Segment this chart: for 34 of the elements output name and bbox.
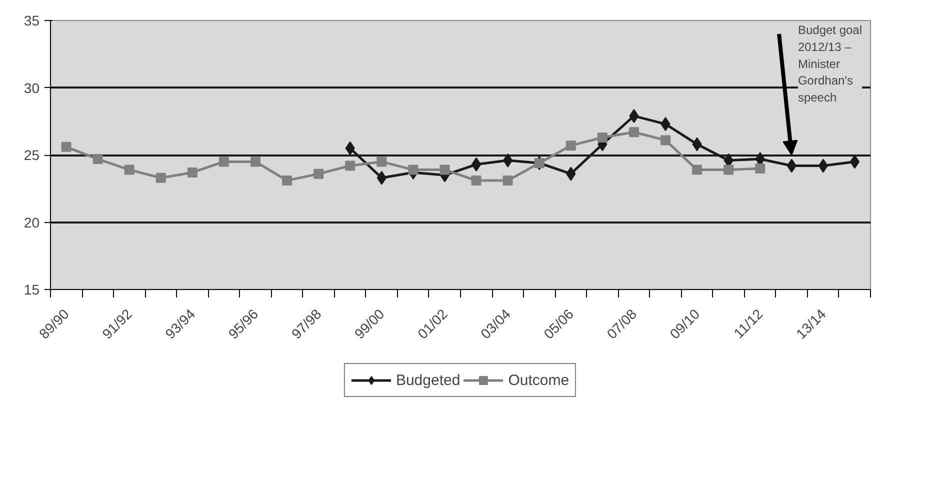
point: [156, 172, 166, 183]
y-tick-label: 15: [24, 282, 40, 298]
point: [850, 154, 860, 169]
point: [566, 140, 576, 151]
point: [692, 164, 702, 175]
point: [724, 164, 734, 175]
point: [440, 164, 450, 175]
point: [187, 167, 198, 178]
point: [818, 158, 828, 173]
annotation: Budget goal 2012/13 – Minister Gordhan's speech: [798, 23, 862, 104]
point: [502, 153, 513, 168]
point: [345, 160, 356, 171]
point: [755, 163, 766, 174]
y-tick-label: 30: [24, 80, 40, 96]
y-tick-label: 35: [24, 12, 40, 28]
legend-label: Budgeted: [396, 372, 460, 388]
point: [471, 176, 482, 186]
point: [218, 156, 229, 167]
point: [314, 168, 324, 179]
y-tick-label: 25: [24, 147, 40, 163]
point: [660, 135, 670, 146]
point: [597, 132, 608, 143]
point: [282, 176, 292, 186]
legend-label: Outcome: [508, 372, 570, 388]
point: [628, 127, 639, 138]
point: [471, 157, 482, 172]
point: [408, 164, 418, 175]
point: [61, 142, 72, 152]
point: [250, 156, 260, 167]
point: [376, 156, 387, 167]
point: [502, 176, 513, 186]
y-tick-label: 20: [24, 214, 40, 230]
point: [124, 164, 134, 175]
point: [92, 154, 103, 164]
